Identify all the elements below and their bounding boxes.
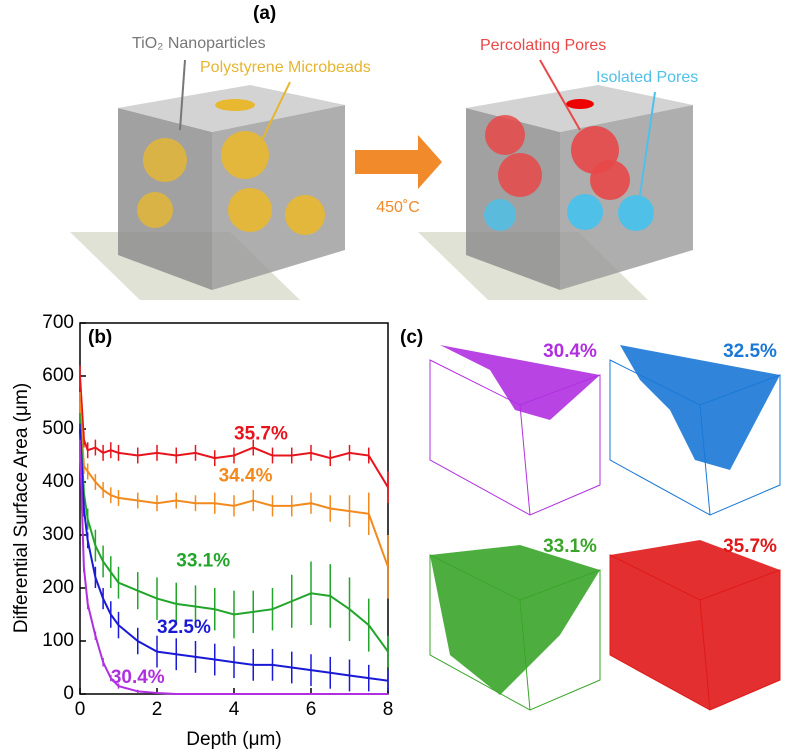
y-tick-label: 200 bbox=[42, 577, 74, 598]
annotation: Isolated Pores bbox=[596, 69, 698, 86]
pore-render bbox=[620, 345, 780, 470]
series-label: 34.4% bbox=[219, 466, 273, 487]
cube-edge bbox=[519, 404, 531, 516]
pore-render bbox=[440, 345, 600, 420]
x-tick-label: 0 bbox=[75, 699, 86, 720]
panel-label: (a) bbox=[253, 3, 276, 24]
panel-c: (c) 30.4% 32.5% 33.1% 35.7% bbox=[400, 327, 781, 711]
series-label: 33.1% bbox=[176, 551, 230, 572]
y-tick-label: 500 bbox=[42, 418, 74, 439]
series-label: 30.4% bbox=[111, 667, 165, 688]
series-line bbox=[79, 375, 389, 488]
render-label: 33.1% bbox=[543, 536, 597, 557]
chart: (b) Depth (μm) Differential Surface Area… bbox=[11, 312, 393, 750]
x-tick-label: 6 bbox=[306, 699, 317, 720]
y-tick-label: 400 bbox=[42, 471, 74, 492]
annotation: 450˚C bbox=[376, 199, 420, 216]
series-line bbox=[79, 402, 389, 568]
pore-render bbox=[610, 540, 780, 710]
cube-before bbox=[70, 59, 345, 300]
panel-label: (c) bbox=[400, 327, 423, 348]
cube-after bbox=[418, 59, 693, 300]
x-tick-label: 2 bbox=[152, 699, 163, 720]
y-tick-label: 600 bbox=[42, 365, 74, 386]
series-line bbox=[79, 428, 389, 682]
panel-label: (b) bbox=[88, 327, 112, 348]
series-line bbox=[79, 444, 388, 695]
y-tick-label: 0 bbox=[63, 683, 74, 704]
y-tick-label: 300 bbox=[42, 524, 74, 545]
x-tick-label: 4 bbox=[229, 699, 240, 720]
render-label: 30.4% bbox=[543, 341, 597, 362]
arrow bbox=[355, 135, 442, 189]
series-label: 35.7% bbox=[234, 423, 288, 444]
x-tick-label: 8 bbox=[383, 699, 394, 720]
render-label: 32.5% bbox=[723, 341, 777, 362]
render-label: 35.7% bbox=[723, 536, 777, 557]
x-axis-label: Depth (μm) bbox=[186, 729, 281, 750]
pore-render bbox=[430, 545, 600, 695]
annotation: Polystyrene Microbeads bbox=[200, 59, 371, 76]
series-label: 32.5% bbox=[157, 617, 211, 638]
annotation: TiO₂ Nanoparticles bbox=[132, 35, 266, 52]
y-tick-label: 100 bbox=[42, 630, 74, 651]
y-tick-label: 700 bbox=[42, 312, 74, 333]
y-axis-label: Differential Surface Area (μm) bbox=[11, 383, 32, 633]
annotation: Percolating Pores bbox=[480, 37, 606, 54]
series-line bbox=[79, 418, 389, 653]
